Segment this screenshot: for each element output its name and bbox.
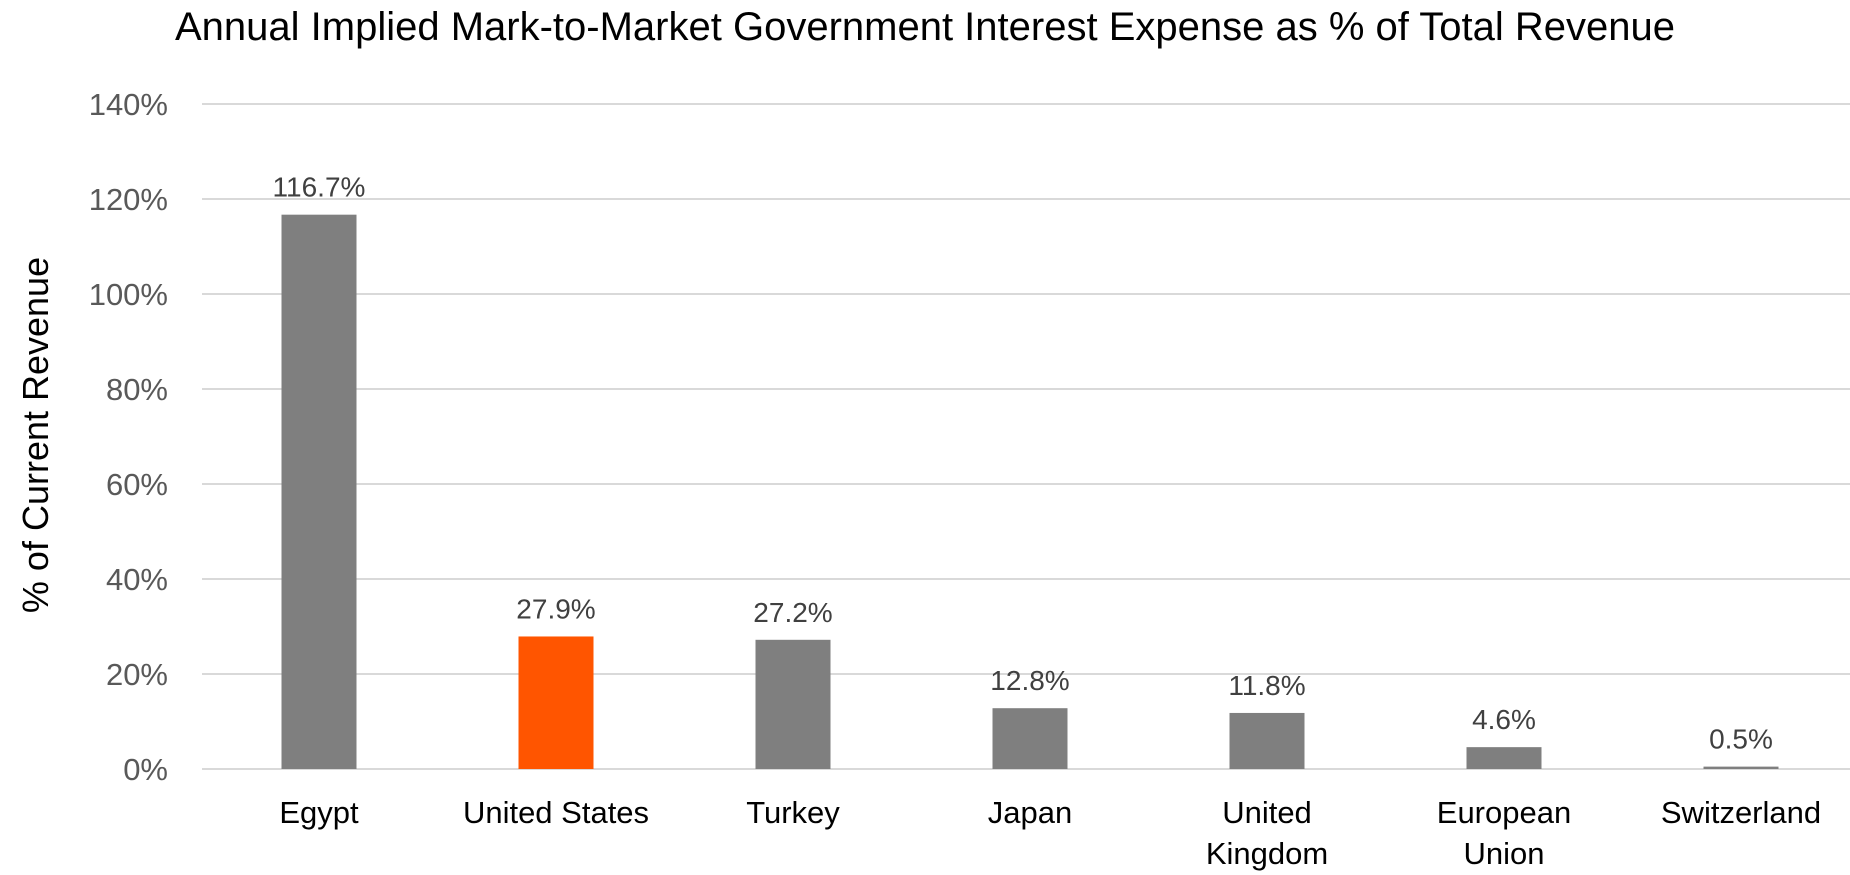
x-tick-label-egypt: Egypt bbox=[279, 795, 359, 830]
bar-european-union bbox=[1466, 747, 1542, 769]
data-labels: 116.7% 27.9% 27.2% 12.8% 11.8% 4.6% 0.5% bbox=[273, 172, 1773, 755]
data-label-egypt: 116.7% bbox=[273, 172, 366, 203]
bar-united-kingdom bbox=[1229, 712, 1305, 769]
bar-turkey bbox=[755, 639, 831, 769]
x-tick-label-line: Japan bbox=[988, 795, 1072, 830]
y-tick-label: 100% bbox=[89, 277, 168, 312]
y-tick-label: 60% bbox=[106, 467, 168, 502]
y-tick-label: 120% bbox=[89, 182, 168, 217]
x-tick-label-switzerland: Switzerland bbox=[1661, 795, 1821, 830]
bar-united-states bbox=[518, 636, 594, 769]
x-tick-label-line: Turkey bbox=[746, 795, 840, 830]
x-tick-label-japan: Japan bbox=[988, 795, 1072, 830]
y-axis-ticks: 0% 20% 40% 60% 80% 100% 120% 140% bbox=[89, 87, 168, 787]
chart-title: Annual Implied Mark-to-Market Government… bbox=[175, 5, 1675, 49]
data-label-switzerland: 0.5% bbox=[1709, 724, 1773, 755]
x-tick-label-line: Switzerland bbox=[1661, 795, 1821, 830]
y-axis-label: % of Current Revenue bbox=[15, 257, 56, 613]
bar-switzerland bbox=[1703, 766, 1779, 769]
x-tick-label-line: European bbox=[1437, 795, 1571, 830]
x-tick-label-united-states: United States bbox=[463, 795, 649, 830]
data-label-turkey: 27.2% bbox=[753, 597, 832, 628]
data-label-european-union: 4.6% bbox=[1472, 704, 1536, 735]
y-tick-label: 20% bbox=[106, 657, 168, 692]
bars bbox=[281, 214, 1779, 770]
x-tick-label-line: Union bbox=[1464, 836, 1545, 871]
x-axis-ticks: Egypt United States Turkey Japan United Kingd… bbox=[279, 795, 1821, 871]
y-tick-label: 140% bbox=[89, 87, 168, 122]
gridlines bbox=[202, 103, 1850, 675]
x-tick-label-united-kingdom: United Kingdom bbox=[1206, 795, 1328, 871]
data-label-united-kingdom: 11.8% bbox=[1228, 670, 1305, 701]
x-tick-label-turkey: Turkey bbox=[746, 795, 840, 830]
bar-japan bbox=[992, 708, 1068, 769]
y-tick-label: 40% bbox=[106, 562, 168, 597]
y-tick-label: 80% bbox=[106, 372, 168, 407]
x-tick-label-line: Egypt bbox=[279, 795, 359, 830]
x-tick-label-line: United bbox=[1222, 795, 1312, 830]
x-tick-label-line: Kingdom bbox=[1206, 836, 1328, 871]
data-label-japan: 12.8% bbox=[990, 665, 1069, 696]
x-tick-label-european-union: European Union bbox=[1437, 795, 1571, 871]
data-label-united-states: 27.9% bbox=[516, 593, 595, 624]
y-tick-label: 0% bbox=[123, 752, 168, 787]
bar-egypt bbox=[281, 214, 357, 770]
x-tick-label-line: United States bbox=[463, 795, 649, 830]
